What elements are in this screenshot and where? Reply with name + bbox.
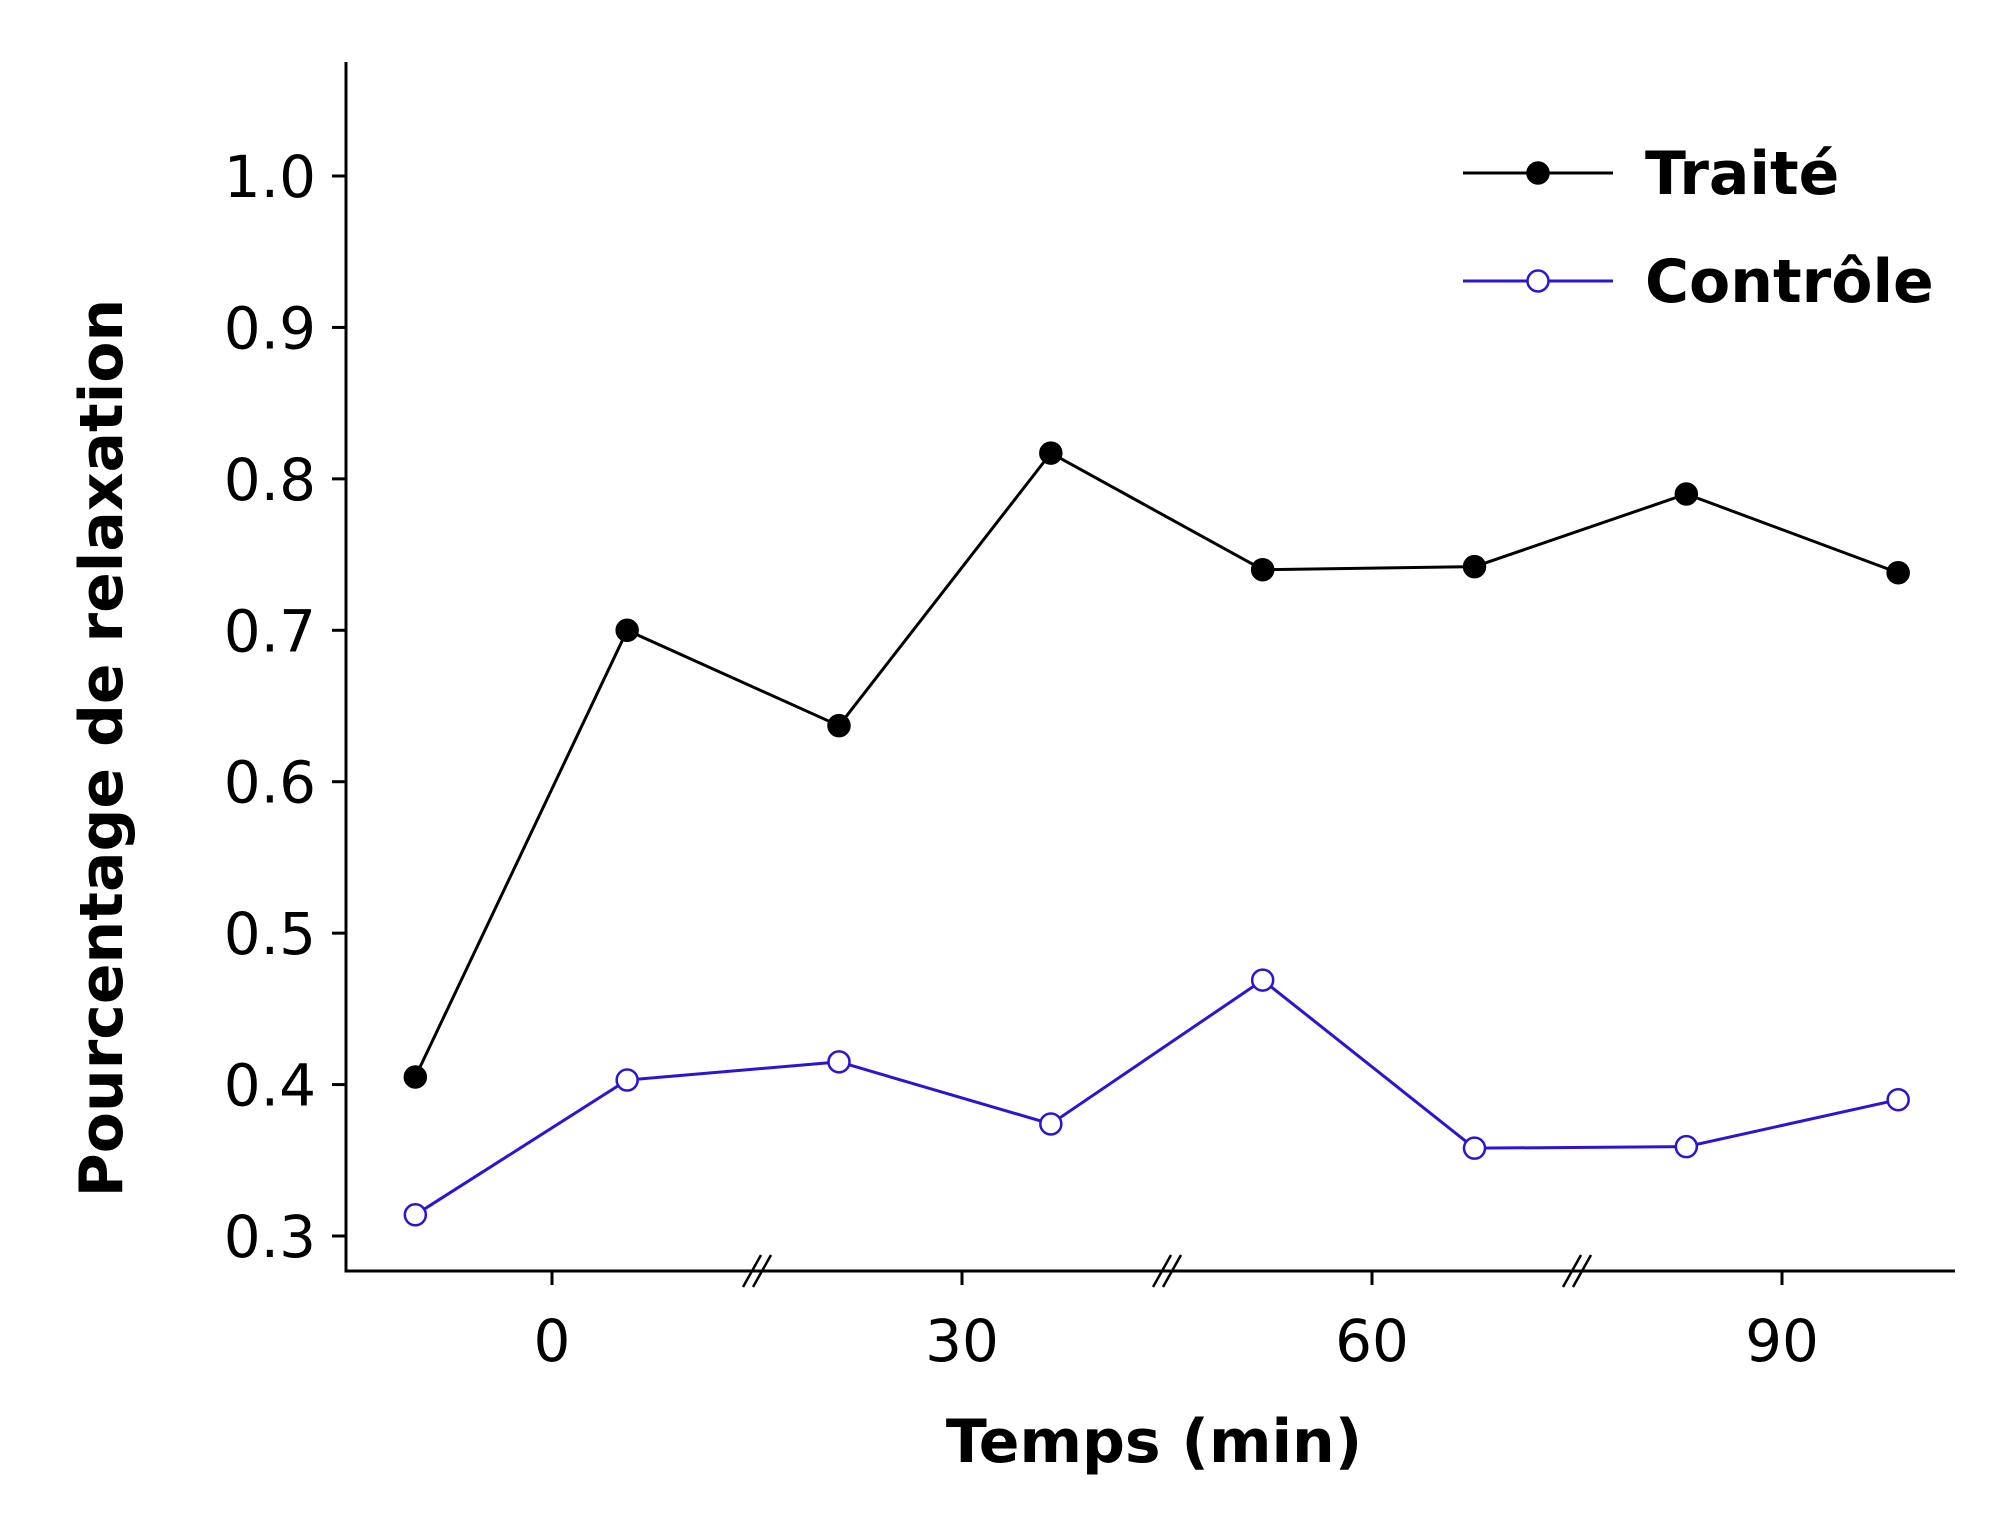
- x-tick-label: 30: [925, 1307, 999, 1375]
- series-traite: [403, 441, 1910, 1089]
- x-axis-break-mark: [1151, 1254, 1183, 1288]
- data-point-traite: [1250, 557, 1275, 582]
- legend-item-controle: Contrôle: [1463, 247, 1934, 317]
- y-axis: 0.3 0.4 0.5 0.6 0.7 0.8 0.9 1.0: [224, 62, 348, 1273]
- x-tick-label: 0: [534, 1307, 571, 1375]
- legend-label-traite: Traité: [1645, 139, 1839, 209]
- x-tick-label: 90: [1745, 1307, 1819, 1375]
- data-point-traite: [1674, 482, 1699, 506]
- y-tick-label: 0.3: [224, 1203, 316, 1271]
- data-point-controle: [403, 1203, 428, 1227]
- y-tick-label: 1.0: [224, 143, 316, 211]
- legend-item-traite: Traité: [1463, 139, 1839, 209]
- data-point-traite: [1462, 554, 1487, 579]
- x-axis-break-mark: [1561, 1254, 1593, 1288]
- data-point-traite: [827, 713, 851, 738]
- data-point-traite: [1886, 560, 1910, 585]
- data-point-traite: [1039, 441, 1063, 465]
- data-point-traite: [615, 618, 639, 643]
- data-point-controle: [1674, 1134, 1699, 1159]
- y-tick-label: 0.5: [224, 900, 316, 968]
- x-tick-label: 60: [1335, 1307, 1409, 1375]
- series-controle: [403, 968, 1910, 1227]
- legend-marker-controle: [1526, 269, 1550, 293]
- series-line-traite: [413, 451, 1899, 1078]
- data-point-controle: [1886, 1087, 1910, 1112]
- legend: Traité Contrôle: [1463, 139, 1934, 317]
- y-tick-label: 0.6: [224, 749, 316, 817]
- x-axis: 0 30 60 90: [344, 1254, 1955, 1375]
- y-tick-label: 0.9: [224, 294, 316, 362]
- data-point-traite: [403, 1065, 428, 1089]
- data-point-controle: [827, 1050, 851, 1074]
- series-line-controle: [414, 978, 1899, 1217]
- x-axis-break-mark: [741, 1254, 773, 1288]
- legend-label-controle: Contrôle: [1645, 247, 1934, 317]
- data-point-controle: [615, 1068, 639, 1092]
- y-tick-label: 0.7: [224, 597, 316, 665]
- data-point-controle: [1039, 1112, 1063, 1136]
- y-axis-title: Pourcentage de relaxation: [67, 299, 137, 1197]
- y-tick-label: 0.4: [224, 1052, 316, 1120]
- legend-marker-traite: [1526, 161, 1550, 185]
- data-point-controle: [1250, 968, 1275, 992]
- data-point-controle: [1462, 1136, 1487, 1160]
- series-layer: [403, 441, 1910, 1227]
- y-tick-label: 0.8: [224, 446, 316, 514]
- x-axis-title: Temps (min): [946, 1407, 1362, 1477]
